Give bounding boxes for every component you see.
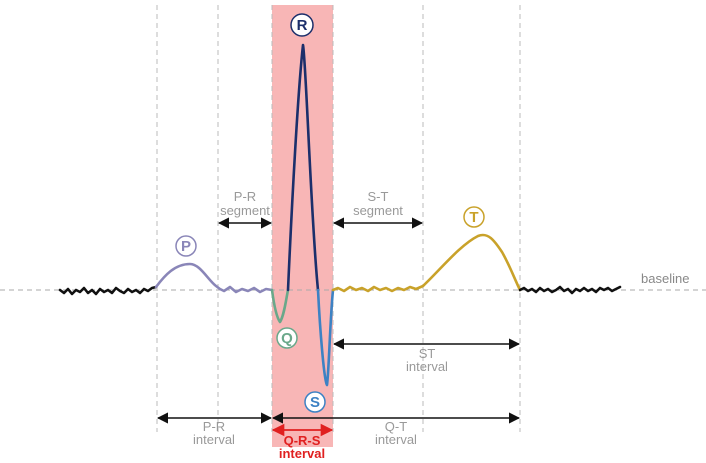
q-label: Q [276, 327, 298, 349]
st-segment-label-line1: S-T [368, 189, 389, 204]
q-label-circle [276, 327, 298, 349]
st-segment-label-line2: segment [353, 203, 403, 218]
s-label-circle [304, 391, 326, 413]
p-label: P [175, 235, 197, 257]
noise-right [518, 285, 622, 295]
st-interval-label-line1: ST [419, 346, 436, 361]
p-wave [154, 262, 274, 294]
pr-interval-label-line1: P-R [203, 419, 225, 434]
st-interval-label-line2: interval [406, 359, 448, 374]
r-wave [286, 43, 320, 292]
p-label-text: P [181, 238, 191, 255]
r-label-circle [290, 13, 314, 37]
p-label-circle [175, 235, 197, 257]
s-wave [316, 288, 335, 387]
q-wave [270, 288, 290, 324]
qrs-interval-label-line2: interval [279, 446, 325, 461]
noise-left [58, 285, 158, 296]
qt-interval-label-line2: interval [375, 432, 417, 447]
vertical-guides [156, 5, 521, 432]
pr-segment-label-line1: P-R [234, 189, 256, 204]
s-label-text: S [310, 394, 320, 411]
pr-segment-label-line2: segment [220, 203, 270, 218]
t-label: T [463, 206, 485, 228]
pr-interval-label-line2: interval [193, 432, 235, 447]
qt-interval-label-line1: Q-T [385, 419, 407, 434]
qrs-interval-label-line1: Q-R-S [284, 433, 321, 448]
st-t-wave [331, 233, 522, 293]
t-label-text: T [469, 209, 478, 226]
t-label-circle [463, 206, 485, 228]
s-label: S [304, 391, 326, 413]
q-label-text: Q [281, 330, 293, 347]
r-label-text: R [297, 17, 308, 34]
qrs-highlight-band [272, 5, 333, 447]
r-label: R [290, 13, 314, 37]
baseline-label: baseline [641, 271, 689, 286]
